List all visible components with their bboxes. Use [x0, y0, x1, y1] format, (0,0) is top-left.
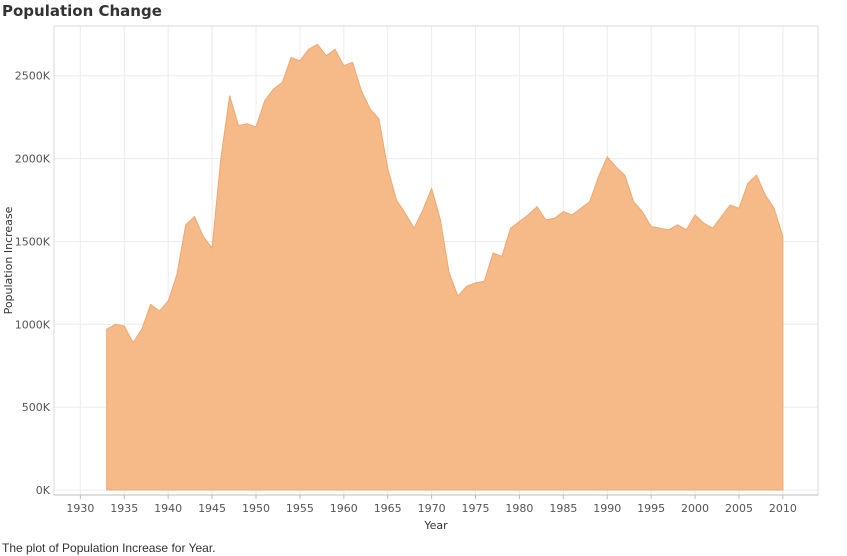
x-tick-label: 1965: [374, 502, 402, 515]
x-tick-label: 2000: [681, 502, 709, 515]
chart-caption: The plot of Population Increase for Year…: [2, 541, 216, 555]
population-increase-area: [106, 43, 784, 491]
x-tick-label: 1985: [549, 502, 577, 515]
x-tick-label: 2005: [725, 502, 753, 515]
x-tick-label: 2010: [769, 502, 797, 515]
x-tick-label: 1995: [637, 502, 665, 515]
x-tick-label: 1950: [242, 502, 270, 515]
x-tick-label: 1945: [198, 502, 226, 515]
y-tick-label: 1000K: [15, 318, 51, 331]
x-tick-label: 1960: [330, 502, 358, 515]
x-axis-title: Year: [423, 519, 448, 532]
y-axis-title: Population Increase: [2, 206, 15, 314]
x-tick-label: 1930: [66, 502, 94, 515]
x-axis: 1930 1935 1940 1945 1950 1955 1960 1965 1970 1975…: [54, 494, 818, 515]
x-tick-label: 1955: [286, 502, 314, 515]
x-tick-label: 1940: [154, 502, 182, 515]
y-axis: 0K 500K 1000K 1500K 2000K 2500K: [15, 70, 51, 497]
y-tick-label: 2000K: [15, 153, 51, 166]
y-tick-label: 0K: [36, 484, 51, 497]
chart-title: Population Change: [2, 2, 162, 20]
y-tick-label: 500K: [22, 401, 51, 414]
x-tick-label: 1975: [462, 502, 490, 515]
y-tick-label: 1500K: [15, 235, 51, 248]
x-tick-label: 1980: [505, 502, 533, 515]
x-tick-label: 1935: [110, 502, 138, 515]
x-tick-label: 1970: [418, 502, 446, 515]
x-tick-label: 1990: [593, 502, 621, 515]
y-tick-label: 2500K: [15, 70, 51, 83]
